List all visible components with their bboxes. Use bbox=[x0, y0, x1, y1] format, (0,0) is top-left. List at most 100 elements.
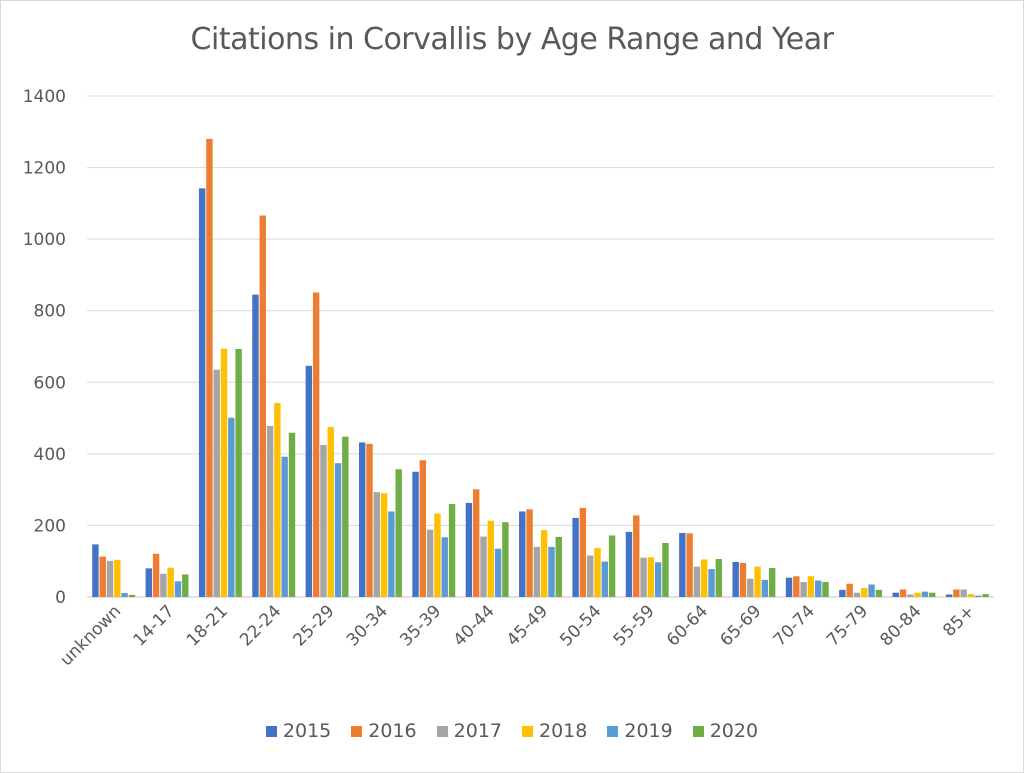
bar-2020-35-39 bbox=[448, 503, 456, 597]
bar-2017-70-74 bbox=[800, 581, 807, 597]
y-tick-label: 1400 bbox=[23, 87, 66, 107]
bar-2020-30-34 bbox=[395, 469, 402, 597]
bar-2018-75-79 bbox=[861, 588, 868, 597]
bar-2016-22-24 bbox=[259, 215, 266, 597]
bar-2020-14-17 bbox=[182, 574, 189, 597]
bar-2019-80-84 bbox=[921, 591, 929, 597]
x-tick-label: 75-79 bbox=[823, 601, 872, 650]
bar-2016-60-64 bbox=[686, 533, 693, 597]
bar-2019-75-79 bbox=[868, 584, 875, 597]
x-tick-label: 30-34 bbox=[343, 601, 392, 650]
x-tick-label: 22-24 bbox=[236, 601, 285, 650]
x-tick-label: 55-59 bbox=[610, 601, 659, 650]
bar-2018-85+ bbox=[967, 594, 975, 597]
bar-2018-unknown bbox=[114, 559, 121, 597]
bar-2018-25-29 bbox=[327, 427, 334, 597]
bar-2015-55-59 bbox=[625, 531, 633, 597]
bar-2019-45-49 bbox=[548, 546, 555, 597]
bar-2019-65-69 bbox=[761, 579, 769, 597]
bar-2017-unknown bbox=[106, 560, 114, 597]
bar-2019-25-29 bbox=[334, 463, 342, 597]
bar-2019-55-59 bbox=[654, 562, 662, 597]
bar-2017-35-39 bbox=[426, 529, 434, 597]
bar-2020-75-79 bbox=[875, 589, 883, 597]
bar-2018-65-69 bbox=[754, 566, 761, 597]
legend-label: 2019 bbox=[624, 720, 673, 742]
bar-2016-14-17 bbox=[152, 553, 160, 597]
legend-swatch-icon bbox=[265, 725, 277, 737]
bar-2017-30-34 bbox=[373, 492, 380, 597]
bar-2020-18-21 bbox=[235, 349, 242, 597]
bar-2018-22-24 bbox=[274, 403, 281, 597]
bar-2017-40-44 bbox=[480, 536, 487, 597]
legend-item-2017: 2017 bbox=[436, 720, 502, 742]
legend: 2015 2016 2017 2018 2019 2020 bbox=[0, 720, 1024, 742]
bar-2016-70-74 bbox=[793, 576, 800, 597]
bar-2020-22-24 bbox=[288, 432, 296, 597]
bar-2018-80-84 bbox=[914, 592, 921, 597]
bar-2019-40-44 bbox=[494, 548, 502, 597]
x-tick-label: 80-84 bbox=[876, 601, 925, 650]
bar-2020-55-59 bbox=[662, 542, 669, 597]
bar-2017-18-21 bbox=[213, 369, 220, 597]
legend-label: 2015 bbox=[282, 720, 332, 742]
bar-2019-18-21 bbox=[228, 417, 235, 597]
x-tick-label: 18-21 bbox=[183, 601, 232, 650]
bar-2017-85+ bbox=[960, 589, 967, 597]
legend-swatch-icon bbox=[351, 725, 363, 737]
bar-2019-30-34 bbox=[388, 511, 395, 597]
legend-label: 2017 bbox=[453, 720, 502, 742]
legend-swatch-icon bbox=[607, 725, 619, 737]
x-tick-label: 50-54 bbox=[556, 601, 605, 650]
bar-2015-25-29 bbox=[305, 365, 313, 597]
bar-2017-60-64 bbox=[693, 566, 701, 597]
bar-2016-unknown bbox=[99, 556, 106, 597]
bar-2020-unknown bbox=[128, 594, 136, 597]
legend-item-2019: 2019 bbox=[607, 720, 673, 742]
bar-2019-60-64 bbox=[708, 569, 715, 597]
bar-2019-unknown bbox=[121, 593, 128, 597]
chart-title: Citations in Corvallis by Age Range and … bbox=[190, 22, 834, 57]
bar-2016-65-69 bbox=[739, 563, 747, 597]
bar-2016-75-79 bbox=[846, 583, 853, 597]
bar-2015-45-49 bbox=[519, 511, 526, 597]
bar-2016-50-54 bbox=[579, 507, 587, 597]
y-tick-label: 600 bbox=[34, 373, 66, 393]
x-tick-label: 60-64 bbox=[663, 601, 712, 650]
bar-2018-55-59 bbox=[647, 557, 655, 597]
legend-swatch-icon bbox=[692, 725, 704, 737]
bar-2019-70-74 bbox=[815, 580, 822, 597]
x-tick-label: 85+ bbox=[939, 601, 979, 641]
x-tick-label: 14-17 bbox=[129, 601, 178, 650]
bar-2017-22-24 bbox=[266, 425, 274, 597]
y-tick-label: 200 bbox=[34, 516, 66, 536]
bar-2020-50-54 bbox=[608, 535, 616, 597]
bar-2017-45-49 bbox=[533, 546, 541, 597]
bar-2018-70-74 bbox=[807, 576, 815, 597]
bar-2017-14-17 bbox=[160, 573, 167, 597]
bar-2016-40-44 bbox=[472, 489, 480, 597]
bar-2015-70-74 bbox=[785, 577, 793, 597]
bar-2016-55-59 bbox=[633, 515, 640, 597]
legend-label: 2020 bbox=[709, 720, 759, 742]
bar-2016-85+ bbox=[953, 589, 960, 597]
legend-swatch-icon bbox=[436, 725, 448, 737]
bar-2017-55-59 bbox=[640, 557, 647, 597]
y-tick-label: 1200 bbox=[23, 159, 66, 179]
bar-2017-65-69 bbox=[747, 578, 754, 597]
bar-2020-80-84 bbox=[929, 592, 936, 597]
bar-2020-70-74 bbox=[822, 581, 829, 597]
bar-2015-unknown bbox=[92, 544, 99, 597]
y-tick-label: 400 bbox=[34, 445, 66, 465]
bar-2016-30-34 bbox=[366, 443, 373, 597]
bar-2015-14-17 bbox=[145, 568, 152, 597]
bar-2016-35-39 bbox=[419, 460, 427, 597]
bar-2017-75-79 bbox=[853, 592, 861, 597]
bar-2016-18-21 bbox=[206, 138, 213, 597]
bar-2015-22-24 bbox=[252, 294, 259, 597]
bar-2020-40-44 bbox=[502, 522, 509, 597]
bar-2015-40-44 bbox=[465, 502, 473, 597]
y-tick-label: 1000 bbox=[23, 230, 66, 250]
bar-2019-85+ bbox=[975, 595, 982, 597]
